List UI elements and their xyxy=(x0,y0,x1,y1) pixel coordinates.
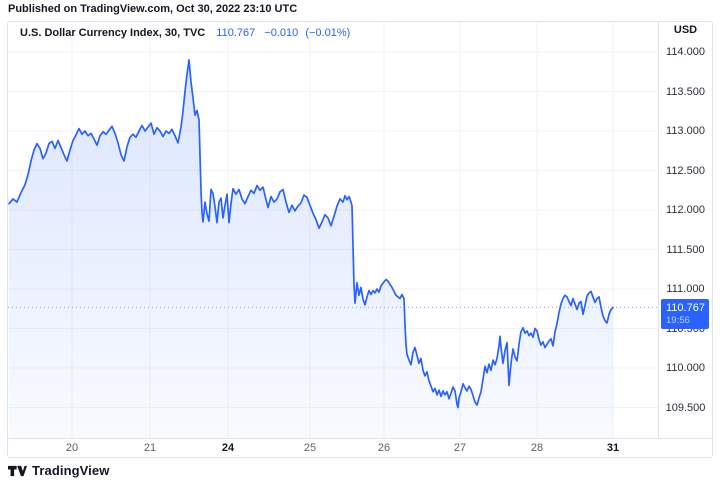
badge-price: 110.767 xyxy=(666,302,705,315)
price-axis-label: 114.000 xyxy=(666,46,705,58)
area-fill xyxy=(9,59,613,438)
price-line xyxy=(8,59,614,409)
price-axis-label: 109.500 xyxy=(665,401,706,414)
price-axis-label: 112.000 xyxy=(666,204,705,216)
badge-countdown: 19:56 xyxy=(666,315,690,327)
published-line: Published on TradingView.com, Oct 30, 20… xyxy=(8,3,298,15)
price-axis-label: 113.000 xyxy=(666,125,705,137)
price-axis[interactable]: USD 110.767 19:56 114.000 113.500 113.000 1… xyxy=(658,22,712,438)
time-axis-label: 31 xyxy=(606,442,620,454)
tradingview-logo[interactable]: TradingView xyxy=(8,463,109,478)
time-axis[interactable]: 20 21 24 25 26 27 28 31 xyxy=(8,438,712,457)
chart-title-bar: U.S. Dollar Currency Index, 30, TVC 110.… xyxy=(20,27,350,39)
tradingview-logo-text: TradingView xyxy=(32,463,110,478)
time-axis-label: 25 xyxy=(303,442,317,454)
last-price-value: 110.767 xyxy=(216,27,256,39)
price-chart-plot[interactable] xyxy=(8,22,658,438)
price-change: −0.010 xyxy=(264,27,299,39)
time-axis-label: 28 xyxy=(530,442,544,454)
time-axis-label: 24 xyxy=(221,442,235,454)
chart-card: U.S. Dollar Currency Index, 30, TVC 110.… xyxy=(7,21,713,458)
price-axis-label: 111.500 xyxy=(666,243,705,256)
price-axis-label: 110.000 xyxy=(666,362,705,374)
symbol-title: U.S. Dollar Currency Index, 30, TVC xyxy=(20,27,206,39)
price-change-percent: (−0.01%) xyxy=(305,27,351,39)
last-price-badge: 110.767 19:56 xyxy=(661,299,709,330)
time-axis-label: 26 xyxy=(377,442,391,454)
price-axis-label: 111.000 xyxy=(666,283,705,295)
price-axis-label: 112.500 xyxy=(666,164,705,177)
tradingview-logo-icon xyxy=(8,465,27,476)
time-axis-label: 21 xyxy=(143,442,157,454)
price-axis-label: 113.500 xyxy=(666,85,705,98)
currency-label: USD xyxy=(673,24,698,36)
time-axis-label: 20 xyxy=(65,442,79,454)
time-axis-label: 27 xyxy=(453,442,467,454)
